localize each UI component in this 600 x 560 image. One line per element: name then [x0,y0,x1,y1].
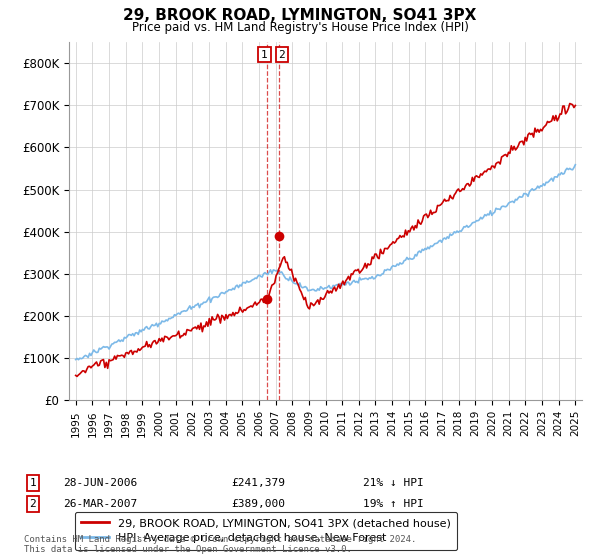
Text: 1: 1 [29,478,37,488]
Text: 2: 2 [29,499,37,509]
Text: 19% ↑ HPI: 19% ↑ HPI [363,499,424,509]
Text: Contains HM Land Registry data © Crown copyright and database right 2024.
This d: Contains HM Land Registry data © Crown c… [24,535,416,554]
Text: Price paid vs. HM Land Registry's House Price Index (HPI): Price paid vs. HM Land Registry's House … [131,21,469,34]
Legend: 29, BROOK ROAD, LYMINGTON, SO41 3PX (detached house), HPI: Average price, detach: 29, BROOK ROAD, LYMINGTON, SO41 3PX (det… [74,512,457,550]
Text: 21% ↓ HPI: 21% ↓ HPI [363,478,424,488]
Text: 2: 2 [278,50,285,60]
Text: 26-MAR-2007: 26-MAR-2007 [63,499,137,509]
Text: 28-JUN-2006: 28-JUN-2006 [63,478,137,488]
Text: 29, BROOK ROAD, LYMINGTON, SO41 3PX: 29, BROOK ROAD, LYMINGTON, SO41 3PX [124,8,476,22]
Text: 1: 1 [261,50,268,60]
Text: £241,379: £241,379 [231,478,285,488]
Text: £389,000: £389,000 [231,499,285,509]
